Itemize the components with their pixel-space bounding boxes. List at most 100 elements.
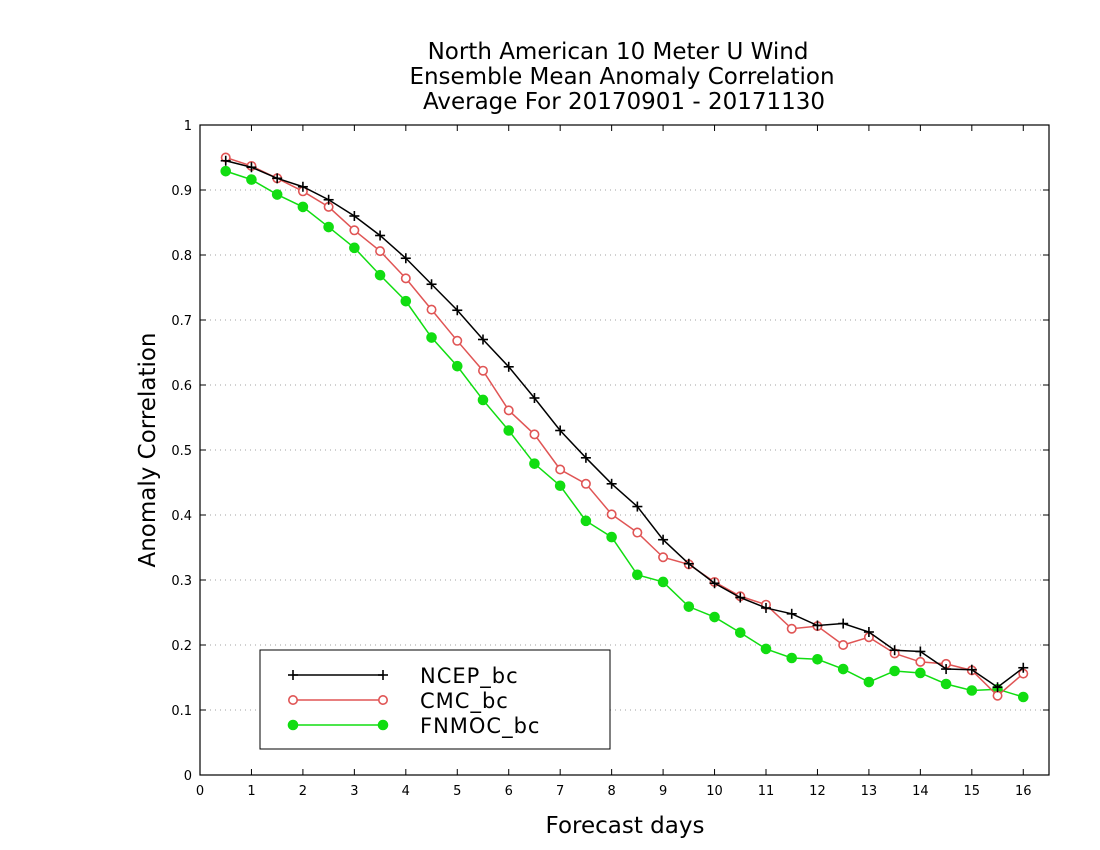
data-point [323,221,334,233]
data-point [657,576,669,588]
legend-item-ncep-bc: NCEP_bc [288,664,519,689]
data-point [658,534,669,545]
data-point [786,652,798,664]
y-tick-label: 1 [184,119,192,134]
chart-title-line-1: North American 10 Meter U Wind [428,39,809,65]
legend-marker [377,719,389,731]
data-point [246,162,257,173]
data-point [966,685,978,696]
data-point [529,393,540,403]
x-tick-label: 1 [247,784,255,799]
data-series [220,152,1029,703]
x-tick-label: 7 [556,784,564,799]
x-tick-label: 11 [758,784,775,799]
data-point [966,664,977,675]
data-point [349,225,360,236]
data-point [554,480,566,492]
series-line-cmc-bc [225,156,1024,697]
data-point [941,664,952,675]
data-point [374,269,386,281]
chart-title-line-3: Average For 20170901 - 20171130 [423,89,825,115]
data-point [709,578,720,589]
legend-marker [378,670,388,680]
data-point [246,174,257,185]
y-tick-label: 0.6 [171,379,192,394]
data-point [889,645,900,656]
x-tick-label: 12 [809,784,826,799]
data-point [837,663,849,675]
data-point [555,464,566,475]
x-tick-label: 5 [453,784,461,799]
x-axis-label: Forecast days [546,813,705,839]
data-point [838,639,849,650]
legend-marker [288,670,298,680]
y-tick-label: 0.7 [171,314,192,329]
data-point [426,279,437,290]
data-point [632,501,643,512]
y-tick-label: 0.8 [171,249,192,264]
data-point [606,478,617,489]
legend-label: FNMOC_bc [420,714,540,739]
data-point [271,189,283,200]
chart-title-line-2: Ensemble Mean Anomaly Correlation [409,64,834,90]
x-tick-label: 10 [706,784,723,799]
legend-item-fnmoc-bc: FNMOC_bc [287,714,540,739]
data-point [863,627,874,637]
data-point [529,458,540,469]
axes: 00.10.20.30.40.50.60.70.80.910 1 2 3 4 5 6 7 8 9 1… [171,119,1050,799]
series-line-fnmoc-bc [225,170,1024,698]
data-point [632,527,643,538]
legend-item-cmc-bc: CMC_bc [287,689,508,714]
data-point [606,531,617,543]
chart-title: North American 10 Meter U Wind Ensemble … [409,39,834,115]
x-tick-label: 0 [196,784,204,799]
data-point [915,667,926,679]
data-point [580,515,592,527]
x-tick-label: 14 [912,784,929,799]
x-tick-label: 6 [505,784,513,799]
series-ncep-bc [220,155,1029,693]
data-point [709,611,720,623]
data-point [863,676,875,688]
data-point [503,361,514,372]
data-point [1018,662,1029,673]
data-point [1017,691,1029,703]
x-tick-label: 8 [607,784,615,799]
y-tick-label: 0.5 [171,444,192,459]
data-point [426,332,437,343]
x-tick-label: 15 [964,784,981,799]
y-tick-label: 0.3 [171,574,192,589]
y-tick-label: 0.2 [171,639,192,654]
y-tick-label: 0.9 [171,184,192,199]
data-point [760,643,772,655]
data-point [400,253,411,264]
data-point [400,295,412,307]
data-point [683,601,695,612]
data-point [400,273,411,284]
data-point [889,665,900,677]
series-line-ncep-bc [225,160,1024,689]
data-point [297,181,308,192]
data-point [555,425,566,436]
y-tick-label: 0.4 [171,509,192,524]
data-point [812,620,823,631]
legend-label: NCEP_bc [420,664,519,689]
data-point [735,592,746,603]
data-point [683,558,694,569]
data-point [477,394,489,406]
data-point [761,602,771,613]
data-point [220,155,231,166]
data-point [323,194,334,205]
x-tick-label: 4 [402,784,410,799]
data-point [529,429,540,440]
legend-marker [287,694,298,705]
x-tick-label: 9 [659,784,667,799]
data-point [426,304,437,315]
x-tick-label: 2 [299,784,307,799]
x-tick-label: 13 [861,784,878,799]
data-point [503,405,514,416]
data-point [812,654,823,665]
data-point [915,646,926,657]
data-point [734,627,746,638]
